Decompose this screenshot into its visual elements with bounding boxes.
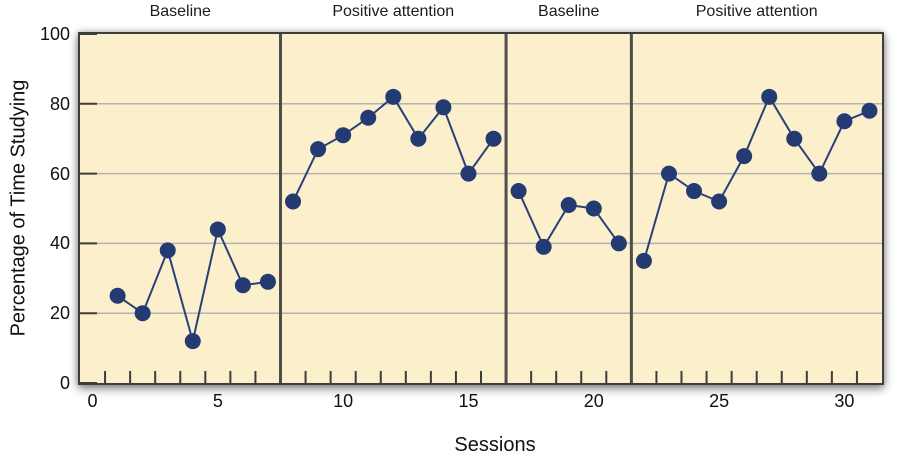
- data-point: [385, 88, 402, 105]
- data-point: [335, 127, 352, 144]
- data-point: [736, 148, 753, 165]
- data-point: [259, 273, 276, 290]
- y-tick-label: 100: [39, 24, 70, 44]
- data-point: [435, 99, 452, 116]
- data-point: [585, 200, 602, 217]
- plot-area: [78, 32, 884, 385]
- data-point: [535, 238, 552, 255]
- y-tick-label: 60: [49, 163, 70, 184]
- data-point: [660, 165, 677, 182]
- x-axis-title: Sessions: [454, 434, 536, 456]
- data-point: [811, 165, 828, 182]
- data-point: [861, 102, 878, 119]
- x-tick-label: 0: [87, 391, 98, 411]
- data-point: [761, 88, 778, 105]
- data-point: [786, 130, 803, 147]
- phase-label: Baseline: [538, 3, 600, 20]
- data-point: [610, 235, 627, 252]
- data-point: [184, 333, 201, 350]
- phase-label: Positive attention: [695, 3, 818, 20]
- x-tick-label: 5: [212, 391, 223, 411]
- y-tick-label: 0: [59, 373, 70, 393]
- phase-label: Positive attention: [332, 3, 455, 20]
- data-point: [510, 183, 527, 200]
- data-point: [159, 242, 176, 259]
- data-point: [836, 113, 853, 130]
- x-tick-label: 15: [458, 391, 479, 411]
- data-point: [285, 193, 302, 210]
- data-point: [109, 287, 126, 304]
- phase-line: [642, 94, 870, 262]
- x-tick-label: 25: [709, 391, 730, 411]
- y-tick-label: 40: [49, 233, 70, 254]
- data-point: [134, 305, 151, 322]
- data-point: [711, 193, 728, 210]
- y-axis-title: Percentage of Time Studying: [7, 79, 30, 337]
- y-tick-label: 20: [49, 303, 70, 324]
- phase-label: Baseline: [149, 3, 211, 20]
- data-point: [360, 109, 377, 126]
- data-point: [560, 197, 577, 214]
- y-tick-label: 80: [49, 93, 70, 114]
- data-point: [310, 141, 327, 158]
- data-point: [460, 165, 477, 182]
- data-point: [686, 183, 703, 200]
- data-point: [410, 130, 427, 147]
- plot-canvas: [80, 34, 882, 383]
- data-point: [209, 221, 226, 238]
- x-tick-label: 10: [333, 391, 354, 411]
- data-point: [485, 130, 502, 147]
- data-point: [234, 277, 251, 294]
- data-point: [635, 252, 652, 269]
- x-tick-label: 30: [834, 391, 855, 411]
- x-tick-label: 20: [583, 391, 604, 411]
